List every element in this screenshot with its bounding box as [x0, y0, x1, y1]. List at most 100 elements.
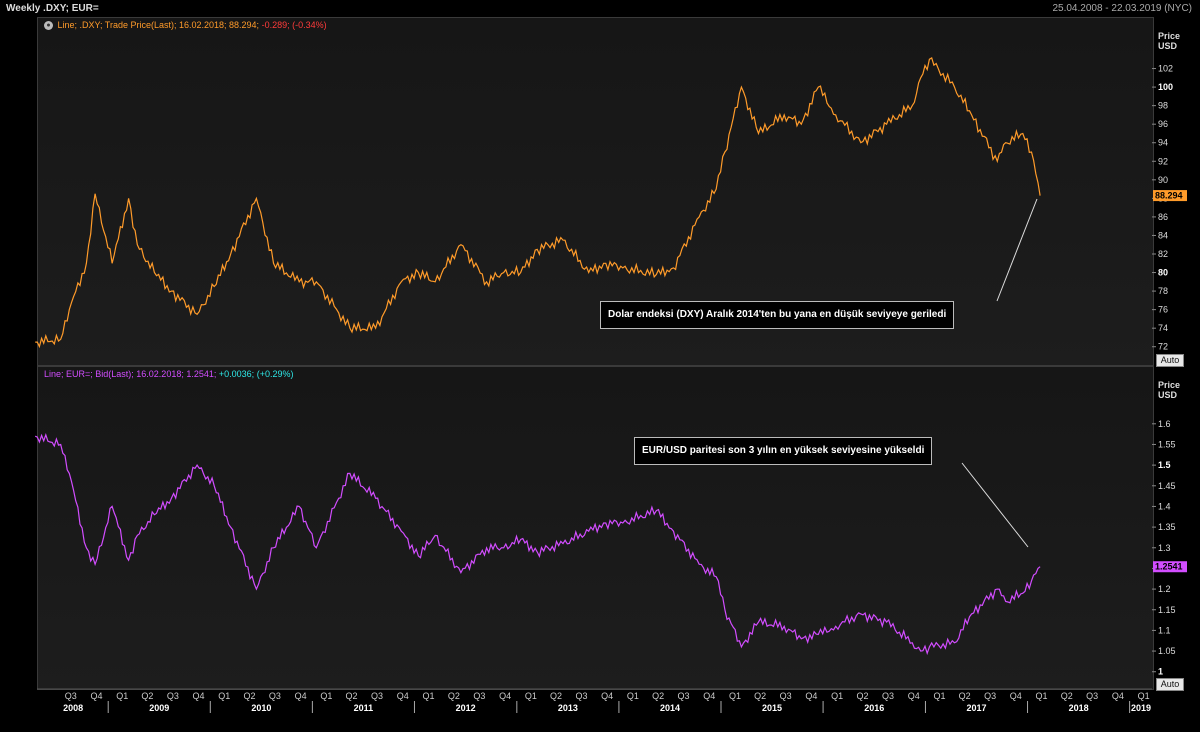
y-tick-label: 1	[1158, 667, 1163, 677]
x-year-label: 2014	[660, 703, 680, 713]
dxy-auto-scale-button[interactable]: Auto	[1156, 354, 1184, 367]
x-quarter-label: Q4	[499, 691, 511, 701]
title-bar: Weekly .DXY; EUR= 25.04.2008 - 22.03.201…	[0, 0, 1200, 18]
eurusd-axis-header: Price USD	[1158, 380, 1180, 400]
eurusd-auto-scale-button[interactable]: Auto	[1156, 678, 1184, 691]
x-year-label: 2011	[354, 703, 374, 713]
dxy-axis-header: Price USD	[1158, 31, 1180, 51]
x-quarter-label: Q4	[703, 691, 715, 701]
x-quarter-label: Q1	[831, 691, 843, 701]
x-quarter-label: Q2	[959, 691, 971, 701]
x-quarter-label: Q3	[575, 691, 587, 701]
eurusd-series-line	[34, 433, 1041, 656]
x-quarter-label: Q2	[243, 691, 255, 701]
dxy-change: -0.289;	[261, 20, 290, 30]
dxy-series-line	[35, 56, 1041, 349]
y-tick-label: 1.35	[1158, 522, 1176, 532]
x-quarter-label: Q4	[1112, 691, 1124, 701]
dxy-annotation-connector	[996, 198, 1038, 302]
x-quarter-label: Q4	[295, 691, 307, 701]
eurusd-annotation-connector	[961, 462, 1029, 548]
y-tick-label: 80	[1158, 268, 1168, 278]
x-quarter-label: Q3	[780, 691, 792, 701]
x-quarter-label: Q1	[1036, 691, 1048, 701]
y-tick-label: 82	[1158, 249, 1168, 259]
x-quarter-label: Q2	[1061, 691, 1073, 701]
eurusd-legend[interactable]: Line; EUR=; Bid(Last); 16.02.2018; 1.254…	[44, 369, 293, 379]
x-quarter-label: Q3	[1086, 691, 1098, 701]
eurusd-legend-text: Line; EUR=; Bid(Last); 16.02.2018; 1.254…	[44, 369, 217, 379]
y-tick-label: 92	[1158, 156, 1168, 166]
x-year-label: 2018	[1069, 703, 1089, 713]
dxy-last-value-label: 88.294	[1155, 191, 1183, 201]
eurusd-axis-currency-label: USD	[1158, 390, 1178, 400]
dxy-change-pct: (-0.34%)	[292, 20, 327, 30]
y-tick-label: 1.05	[1158, 646, 1176, 656]
x-year-label: 2012	[456, 703, 476, 713]
y-tick-label: 1.55	[1158, 439, 1176, 449]
x-quarter-label: Q2	[141, 691, 153, 701]
y-tick-label: 96	[1158, 119, 1168, 129]
x-quarter-label: Q2	[754, 691, 766, 701]
dxy-pane[interactable]	[37, 17, 1154, 366]
x-quarter-label: Q4	[601, 691, 613, 701]
y-tick-label: 100	[1158, 82, 1173, 92]
dxy-legend-text: Line; .DXY; Trade Price(Last); 16.02.201…	[57, 20, 260, 30]
x-quarter-label: Q3	[678, 691, 690, 701]
x-quarter-label: Q1	[729, 691, 741, 701]
y-tick-label: 72	[1158, 342, 1168, 352]
x-year-label: 2019	[1131, 703, 1151, 713]
x-quarter-label: Q4	[193, 691, 205, 701]
x-quarter-label: Q4	[397, 691, 409, 701]
x-quarter-label: Q1	[422, 691, 434, 701]
x-quarter-label: Q1	[320, 691, 332, 701]
chart-title: Weekly .DXY; EUR=	[6, 3, 99, 14]
x-quarter-label: Q1	[933, 691, 945, 701]
x-year-label: 2008	[63, 703, 83, 713]
x-quarter-label: Q2	[346, 691, 358, 701]
x-quarter-label: Q2	[857, 691, 869, 701]
y-tick-label: 86	[1158, 212, 1168, 222]
x-quarter-label: Q3	[65, 691, 77, 701]
x-quarter-label: Q2	[652, 691, 664, 701]
x-quarter-label: Q3	[371, 691, 383, 701]
x-quarter-label: Q1	[1138, 691, 1150, 701]
eurusd-change-pct: (+0.29%)	[256, 369, 294, 379]
x-year-label: 2016	[864, 703, 884, 713]
dxy-last-value-box	[1153, 190, 1187, 202]
y-tick-label: 78	[1158, 286, 1168, 296]
eurusd-pane[interactable]	[37, 366, 1154, 690]
y-tick-label: 84	[1158, 230, 1168, 240]
x-year-label: 2013	[558, 703, 578, 713]
y-tick-label: 1.5	[1158, 460, 1171, 470]
x-quarter-label: Q4	[805, 691, 817, 701]
x-quarter-label: Q3	[882, 691, 894, 701]
y-tick-label: 1.15	[1158, 605, 1176, 615]
y-tick-label: 90	[1158, 175, 1168, 185]
x-quarter-label: Q3	[269, 691, 281, 701]
y-tick-label: 1.2	[1158, 584, 1171, 594]
y-tick-label: 1.3	[1158, 543, 1171, 553]
x-quarter-label: Q3	[167, 691, 179, 701]
y-tick-label: 1.45	[1158, 481, 1176, 491]
eurusd-axis-price-label: Price	[1158, 380, 1181, 390]
eurusd-change: +0.0036;	[218, 369, 255, 379]
x-quarter-label: Q4	[90, 691, 102, 701]
y-tick-label: 98	[1158, 101, 1168, 111]
y-tick-label: 76	[1158, 305, 1168, 315]
legend-settings-icon[interactable]: ●	[44, 21, 53, 31]
x-quarter-label: Q1	[525, 691, 537, 701]
dxy-legend[interactable]: ● Line; .DXY; Trade Price(Last); 16.02.2…	[44, 20, 327, 31]
y-tick-label: 94	[1158, 138, 1168, 148]
eurusd-last-value-label: 1.2541	[1155, 562, 1183, 572]
eurusd-annotation[interactable]: EUR/USD paritesi son 3 yılın en yüksek s…	[634, 437, 933, 465]
y-tick-label: 102	[1158, 64, 1173, 74]
dxy-annotation[interactable]: Dolar endeksi (DXY) Aralık 2014'ten bu y…	[600, 301, 955, 329]
x-quarter-label: Q1	[116, 691, 128, 701]
x-quarter-label: Q2	[550, 691, 562, 701]
y-tick-label: 1.4	[1158, 501, 1171, 511]
y-tick-label: 1.6	[1158, 419, 1171, 429]
x-quarter-label: Q2	[448, 691, 460, 701]
x-quarter-label: Q4	[908, 691, 920, 701]
